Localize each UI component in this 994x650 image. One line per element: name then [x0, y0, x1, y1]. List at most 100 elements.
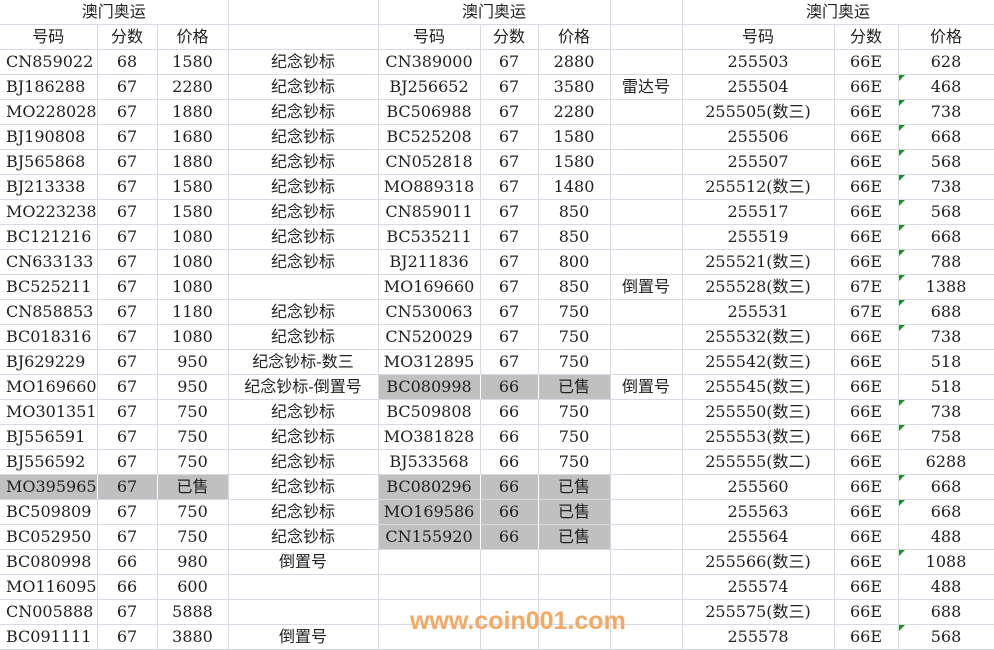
cell[interactable]: 66: [480, 449, 539, 475]
cell[interactable]: 67: [97, 199, 158, 225]
cell[interactable]: 758: [898, 424, 994, 450]
cell[interactable]: 倒置号: [228, 549, 379, 575]
column-header[interactable]: 号码: [0, 24, 98, 50]
cell[interactable]: 纪念钞标: [228, 149, 379, 175]
cell[interactable]: [610, 449, 683, 475]
cell[interactable]: 6288: [898, 449, 994, 475]
cell[interactable]: BC018316: [0, 324, 98, 350]
cell[interactable]: 255563: [682, 499, 835, 525]
cell[interactable]: [610, 249, 683, 275]
cell[interactable]: 1080: [157, 274, 229, 300]
cell[interactable]: [378, 624, 481, 650]
cell[interactable]: 67: [97, 124, 158, 150]
cell[interactable]: 255578: [682, 624, 835, 650]
cell[interactable]: CN005888: [0, 599, 98, 625]
cell[interactable]: 3880: [157, 624, 229, 650]
cell[interactable]: 66E: [834, 124, 899, 150]
cell[interactable]: 738: [898, 324, 994, 350]
cell[interactable]: 66E: [834, 499, 899, 525]
cell[interactable]: BC121216: [0, 224, 98, 250]
cell[interactable]: BJ256652: [378, 74, 481, 100]
cell[interactable]: [538, 574, 611, 600]
cell[interactable]: 1680: [157, 124, 229, 150]
section-title-1[interactable]: 澳门奥运: [0, 0, 229, 25]
cell[interactable]: [610, 574, 683, 600]
cell[interactable]: 纪念钞标: [228, 474, 379, 500]
cell[interactable]: [480, 599, 539, 625]
cell[interactable]: 67: [97, 299, 158, 325]
cell[interactable]: 纪念钞标: [228, 249, 379, 275]
cell[interactable]: CN858853: [0, 299, 98, 325]
cell[interactable]: CN520029: [378, 324, 481, 350]
cell[interactable]: 255575(数三): [682, 599, 835, 625]
cell[interactable]: [610, 99, 683, 125]
cell[interactable]: 255505(数三): [682, 99, 835, 125]
cell[interactable]: 雷达号: [610, 74, 683, 100]
cell[interactable]: 2880: [538, 49, 611, 75]
cell[interactable]: 255564: [682, 524, 835, 550]
cell[interactable]: [610, 49, 683, 75]
cell[interactable]: 67: [480, 349, 539, 375]
cell[interactable]: [538, 599, 611, 625]
cell[interactable]: [228, 574, 379, 600]
cell[interactable]: MO312895: [378, 349, 481, 375]
cell[interactable]: CN633133: [0, 249, 98, 275]
cell[interactable]: 纪念钞标: [228, 524, 379, 550]
cell[interactable]: 纪念钞标: [228, 124, 379, 150]
cell[interactable]: [610, 174, 683, 200]
cell[interactable]: BJ556591: [0, 424, 98, 450]
cell[interactable]: MO381828: [378, 424, 481, 450]
cell[interactable]: [480, 549, 539, 575]
cell[interactable]: [610, 524, 683, 550]
cell[interactable]: 66: [480, 524, 539, 550]
cell[interactable]: [480, 574, 539, 600]
section-title-3[interactable]: 澳门奥运: [682, 0, 994, 25]
cell[interactable]: 1580: [157, 174, 229, 200]
cell[interactable]: 纪念钞标: [228, 174, 379, 200]
cell[interactable]: 488: [898, 574, 994, 600]
cell[interactable]: BJ629229: [0, 349, 98, 375]
cell[interactable]: 67: [97, 524, 158, 550]
cell[interactable]: 67: [97, 424, 158, 450]
cell[interactable]: BC080998: [0, 549, 98, 575]
cell[interactable]: [610, 224, 683, 250]
cell[interactable]: [610, 399, 683, 425]
cell[interactable]: BC535211: [378, 224, 481, 250]
column-header[interactable]: [610, 24, 683, 50]
cell[interactable]: BC091111: [0, 624, 98, 650]
cell[interactable]: MO889318: [378, 174, 481, 200]
cell[interactable]: 668: [898, 474, 994, 500]
cell[interactable]: 750: [157, 499, 229, 525]
cell[interactable]: 5888: [157, 599, 229, 625]
cell[interactable]: [610, 0, 683, 25]
cell[interactable]: BJ533568: [378, 449, 481, 475]
cell[interactable]: 67: [480, 124, 539, 150]
cell[interactable]: 1580: [157, 199, 229, 225]
cell[interactable]: 已售: [157, 474, 229, 500]
cell[interactable]: 255550(数三): [682, 399, 835, 425]
cell[interactable]: [378, 549, 481, 575]
cell[interactable]: 255532(数三): [682, 324, 835, 350]
cell[interactable]: CN859011: [378, 199, 481, 225]
cell[interactable]: [610, 599, 683, 625]
cell[interactable]: 738: [898, 399, 994, 425]
cell[interactable]: [228, 0, 379, 25]
column-header[interactable]: 价格: [538, 24, 611, 50]
cell[interactable]: [228, 599, 379, 625]
cell[interactable]: [228, 274, 379, 300]
cell[interactable]: 66E: [834, 49, 899, 75]
cell[interactable]: 66E: [834, 374, 899, 400]
cell[interactable]: [610, 549, 683, 575]
cell[interactable]: 67: [97, 99, 158, 125]
cell[interactable]: 850: [538, 199, 611, 225]
cell[interactable]: 255512(数三): [682, 174, 835, 200]
cell[interactable]: 67: [97, 349, 158, 375]
column-header[interactable]: [228, 24, 379, 50]
cell[interactable]: 668: [898, 499, 994, 525]
cell[interactable]: CN052818: [378, 149, 481, 175]
cell[interactable]: 67: [97, 174, 158, 200]
cell[interactable]: 255545(数三): [682, 374, 835, 400]
cell[interactable]: 628: [898, 49, 994, 75]
cell[interactable]: CN155920: [378, 524, 481, 550]
column-header[interactable]: 价格: [898, 24, 994, 50]
